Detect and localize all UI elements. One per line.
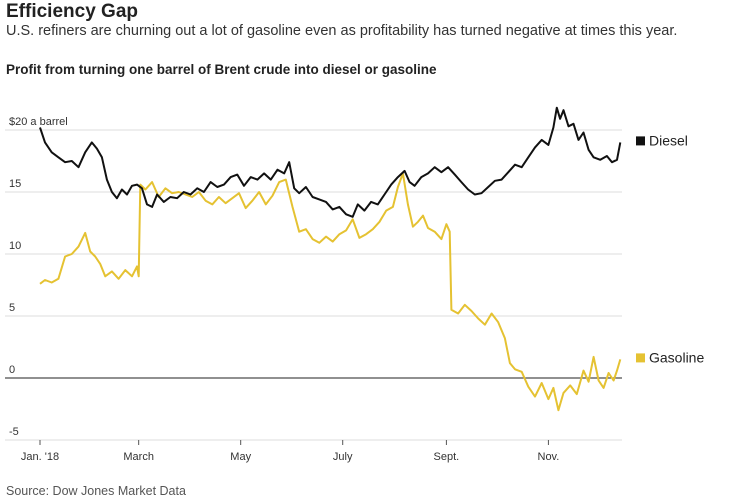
gasoline-line <box>39 172 622 412</box>
y-tick-label: 15 <box>9 178 21 190</box>
y-tick-label: $20 a barrel <box>9 116 68 128</box>
line-chart: -5 0 5 10 15 $20 a barrel Jan. '18 March May Jul… <box>5 106 704 463</box>
legend: Gasoline Diesel <box>636 132 704 365</box>
diesel-legend-label: Diesel <box>649 132 688 148</box>
source-note: Source: Dow Jones Market Data <box>6 484 186 498</box>
y-tick-label: 0 <box>9 364 15 376</box>
gasoline-legend-label: Gasoline <box>649 349 704 365</box>
chart-title: Profit from turning one barrel of Brent … <box>6 62 437 77</box>
x-tick-label: Nov. <box>538 451 560 463</box>
gridlines <box>5 129 622 441</box>
chart-subtitle: U.S. refiners are churning out a lot of … <box>6 23 678 39</box>
diesel-legend-swatch <box>636 136 645 146</box>
diesel-line <box>39 106 622 218</box>
x-tick-label: July <box>333 451 353 463</box>
y-tick-label: 10 <box>9 240 21 252</box>
x-tick-label: March <box>123 451 154 463</box>
y-tick-label: -5 <box>9 426 19 438</box>
series-lines <box>39 106 622 412</box>
y-tick-label: 5 <box>9 302 15 314</box>
x-tick-label: May <box>230 451 251 463</box>
gasoline-legend-swatch <box>636 353 645 363</box>
chart-headline: Efficiency Gap <box>6 1 138 22</box>
x-tick-label: Sept. <box>434 451 460 463</box>
x-axis-ticks: Jan. '18 March May July Sept. Nov. <box>21 440 559 463</box>
y-axis-ticks: -5 0 5 10 15 $20 a barrel <box>9 116 68 438</box>
x-tick-label: Jan. '18 <box>21 451 59 463</box>
